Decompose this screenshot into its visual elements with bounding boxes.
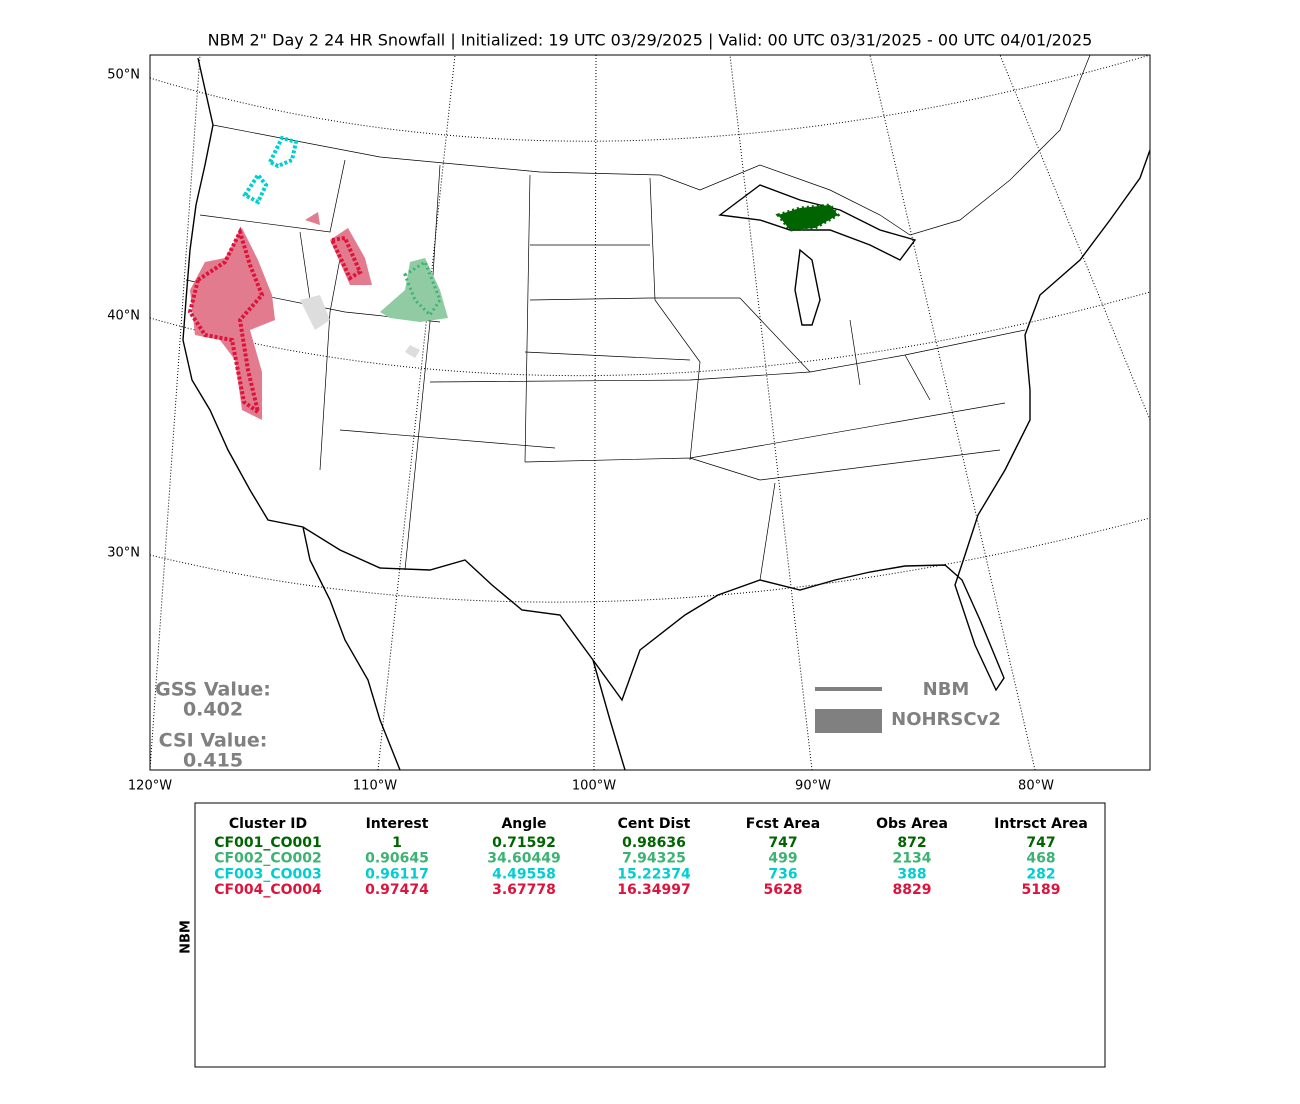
table-cell: 0.96117: [365, 866, 429, 882]
scores: GSS Value: 0.402 CSI Value: 0.415: [155, 679, 271, 772]
lon-label: 100°W: [572, 779, 616, 794]
gss-value: 0.402: [183, 699, 243, 721]
lon-label: 110°W: [353, 779, 397, 794]
table-cell: 0.71592: [492, 835, 556, 851]
border: [212, 55, 1091, 236]
parallel: [150, 291, 1150, 377]
table-cell: 16.34997: [617, 882, 691, 898]
column-header: Fcst Area: [746, 816, 820, 832]
table-cell: 34.60449: [487, 851, 561, 867]
title: NBM 2" Day 2 24 HR Snowfall | Initialize…: [208, 31, 1093, 50]
table-cell: 499: [768, 851, 797, 867]
table-cell: 736: [768, 866, 797, 882]
table-cell: CF001_CO001: [214, 835, 321, 851]
table-cell: 388: [897, 866, 926, 882]
state-line: [185, 159, 1026, 581]
table-cell: 747: [1026, 835, 1055, 851]
lon-label: 120°W: [128, 779, 172, 794]
meridian: [593, 55, 597, 770]
csi-value: 0.415: [183, 750, 243, 772]
legend-patch: [815, 709, 882, 733]
table-cell: 872: [897, 835, 926, 851]
column-header: Cent Dist: [618, 816, 691, 832]
map-frame: [149, 54, 1151, 771]
lat-label: 50°N: [107, 68, 140, 83]
gss-label: GSS Value:: [155, 679, 271, 701]
table-cell: 8829: [893, 882, 932, 898]
cluster-area: [305, 212, 372, 285]
lat-label: 40°N: [107, 309, 140, 324]
table-cell: 5628: [764, 882, 803, 898]
table-cell: CF004_CO004: [214, 882, 322, 898]
legend-label: NBM: [923, 679, 970, 700]
lake: [794, 248, 821, 326]
column-header: Obs Area: [876, 816, 948, 832]
table-cell: 0.90645: [365, 851, 429, 867]
column-header: Angle: [501, 816, 546, 832]
lon-label: 80°W: [1018, 779, 1054, 794]
table-cell: 1: [392, 835, 402, 851]
meridian: [150, 55, 201, 770]
table-cell: 747: [768, 835, 797, 851]
table-cell: 0.97474: [365, 882, 429, 898]
cluster-area: [187, 226, 363, 417]
coastline: [302, 526, 401, 770]
column-header: Intrsct Area: [994, 816, 1088, 832]
column-header: Interest: [366, 816, 429, 832]
table-cell: 2134: [893, 851, 932, 867]
table-cell: 282: [1026, 866, 1055, 882]
coastline: [182, 57, 1150, 702]
table-cell: CF003_CO003: [214, 866, 321, 882]
column-header: Cluster ID: [229, 816, 307, 832]
table-cell: 15.22374: [617, 866, 691, 882]
table-cell: CF002_CO002: [214, 851, 321, 867]
cluster-area: [775, 203, 841, 232]
table-cell: 5189: [1022, 882, 1061, 898]
parallel: [150, 55, 1150, 142]
table-cell: 7.94325: [622, 851, 686, 867]
map: [150, 55, 1150, 770]
legend-label: NOHRSCv2: [891, 709, 1001, 730]
table-frame: [194, 802, 1106, 1068]
table-cell: 0.98636: [622, 835, 686, 851]
table-cell: 4.49558: [492, 866, 556, 882]
cluster-area: [242, 135, 299, 205]
obs-area: [300, 295, 420, 358]
table-side-label: NBM: [179, 920, 194, 954]
csi-label: CSI Value:: [159, 730, 268, 752]
table: Cluster ID Interest Angle Cent Dist Fcst Are…: [214, 816, 1088, 898]
lon-label: 90°W: [795, 779, 831, 794]
cluster-area: [380, 258, 448, 322]
lake: [718, 184, 917, 261]
table-cell: 468: [1026, 851, 1055, 867]
lat-label: 30°N: [107, 546, 140, 561]
table-cell: 3.67778: [492, 882, 556, 898]
coastline: [592, 659, 626, 770]
